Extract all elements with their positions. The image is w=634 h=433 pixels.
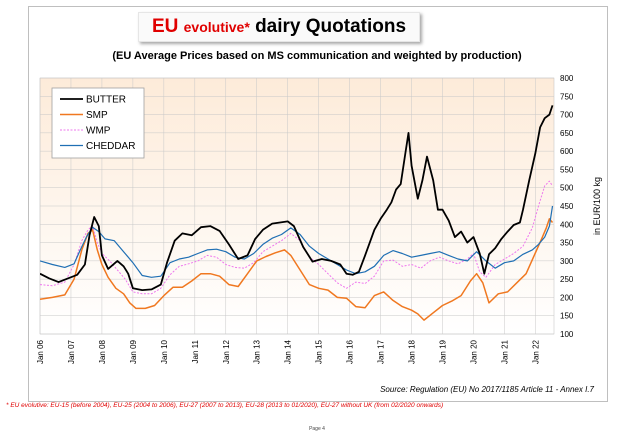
series-line-wmp bbox=[40, 180, 553, 295]
x-tick-label: Jan 11 bbox=[191, 339, 200, 363]
x-tick-label: Jan 10 bbox=[160, 339, 169, 364]
x-tick-label: Jan 14 bbox=[284, 339, 293, 364]
y-axis-label: in EUR/100 kg bbox=[592, 177, 602, 235]
x-tick-label: Jan 16 bbox=[346, 339, 355, 364]
x-tick-label: Jan 15 bbox=[315, 339, 324, 364]
legend: BUTTER SMP WMP CHEDDAR bbox=[51, 87, 145, 159]
source-note: Source: Regulation (EU) No 2017/1185 Art… bbox=[380, 385, 594, 394]
line-chart: 100 150 200 250 300 350 400 450 500 550 600 650 700 7… bbox=[36, 74, 602, 394]
y-tick-label: 350 bbox=[560, 239, 574, 248]
series-lines bbox=[40, 105, 554, 321]
series-line-butter bbox=[40, 105, 554, 291]
x-tick-label: Jan 06 bbox=[36, 339, 45, 364]
x-tick-label: Jan 09 bbox=[129, 339, 138, 364]
legend-label-smp: SMP bbox=[86, 110, 108, 121]
legend-label-butter: BUTTER bbox=[86, 95, 126, 106]
x-tick-label: Jan 17 bbox=[377, 339, 386, 364]
x-tick-label: Jan 12 bbox=[222, 339, 231, 364]
x-tick-label: Jan 07 bbox=[67, 339, 76, 364]
page-number: Page 4 bbox=[309, 426, 325, 432]
y-tick-label: 700 bbox=[560, 111, 574, 120]
legend-label-cheddar: CHEDDAR bbox=[86, 141, 135, 152]
y-tick-label: 200 bbox=[560, 293, 574, 302]
y-tick-label: 500 bbox=[560, 184, 574, 193]
y-tick-label: 550 bbox=[560, 165, 574, 174]
y-tick-label: 100 bbox=[560, 330, 574, 339]
y-tick-label: 650 bbox=[560, 129, 574, 138]
title-evolutive: evolutive* bbox=[183, 19, 250, 35]
y-tick-label: 450 bbox=[560, 202, 574, 211]
y-tick-label: 250 bbox=[560, 275, 574, 284]
x-axis: Jan 06 Jan 07 Jan 08 Jan 09 Jan 10 Jan 11 Jan … bbox=[36, 339, 540, 364]
x-tick-label: Jan 19 bbox=[439, 339, 448, 364]
x-tick-label: Jan 08 bbox=[98, 339, 107, 364]
x-tick-label: Jan 21 bbox=[500, 339, 509, 364]
y-tick-label: 600 bbox=[560, 147, 574, 156]
y-tick-label: 300 bbox=[560, 257, 574, 266]
chart-title: EU evolutive* dairy Quotations bbox=[138, 12, 420, 42]
y-tick-label: 150 bbox=[560, 312, 574, 321]
x-tick-label: Jan 22 bbox=[531, 339, 540, 364]
y-tick-label: 400 bbox=[560, 220, 574, 229]
x-tick-label: Jan 18 bbox=[408, 339, 417, 364]
y-axis: 100 150 200 250 300 350 400 450 500 550 600 650 700 7… bbox=[560, 74, 574, 339]
footnote: * EU evolutive: EU-15 (before 2004), EU-… bbox=[6, 402, 444, 409]
x-tick-label: Jan 20 bbox=[469, 339, 478, 364]
title-eu: EU bbox=[151, 16, 179, 37]
series-line-smp bbox=[40, 218, 554, 321]
title-main: dairy Quotations bbox=[255, 16, 407, 37]
x-tick-label: Jan 13 bbox=[253, 339, 262, 364]
y-tick-label: 750 bbox=[560, 92, 574, 101]
y-tick-label: 800 bbox=[560, 74, 574, 83]
chart-subtitle: (EU Average Prices based on MS communica… bbox=[112, 50, 522, 62]
legend-label-wmp: WMP bbox=[86, 126, 111, 137]
